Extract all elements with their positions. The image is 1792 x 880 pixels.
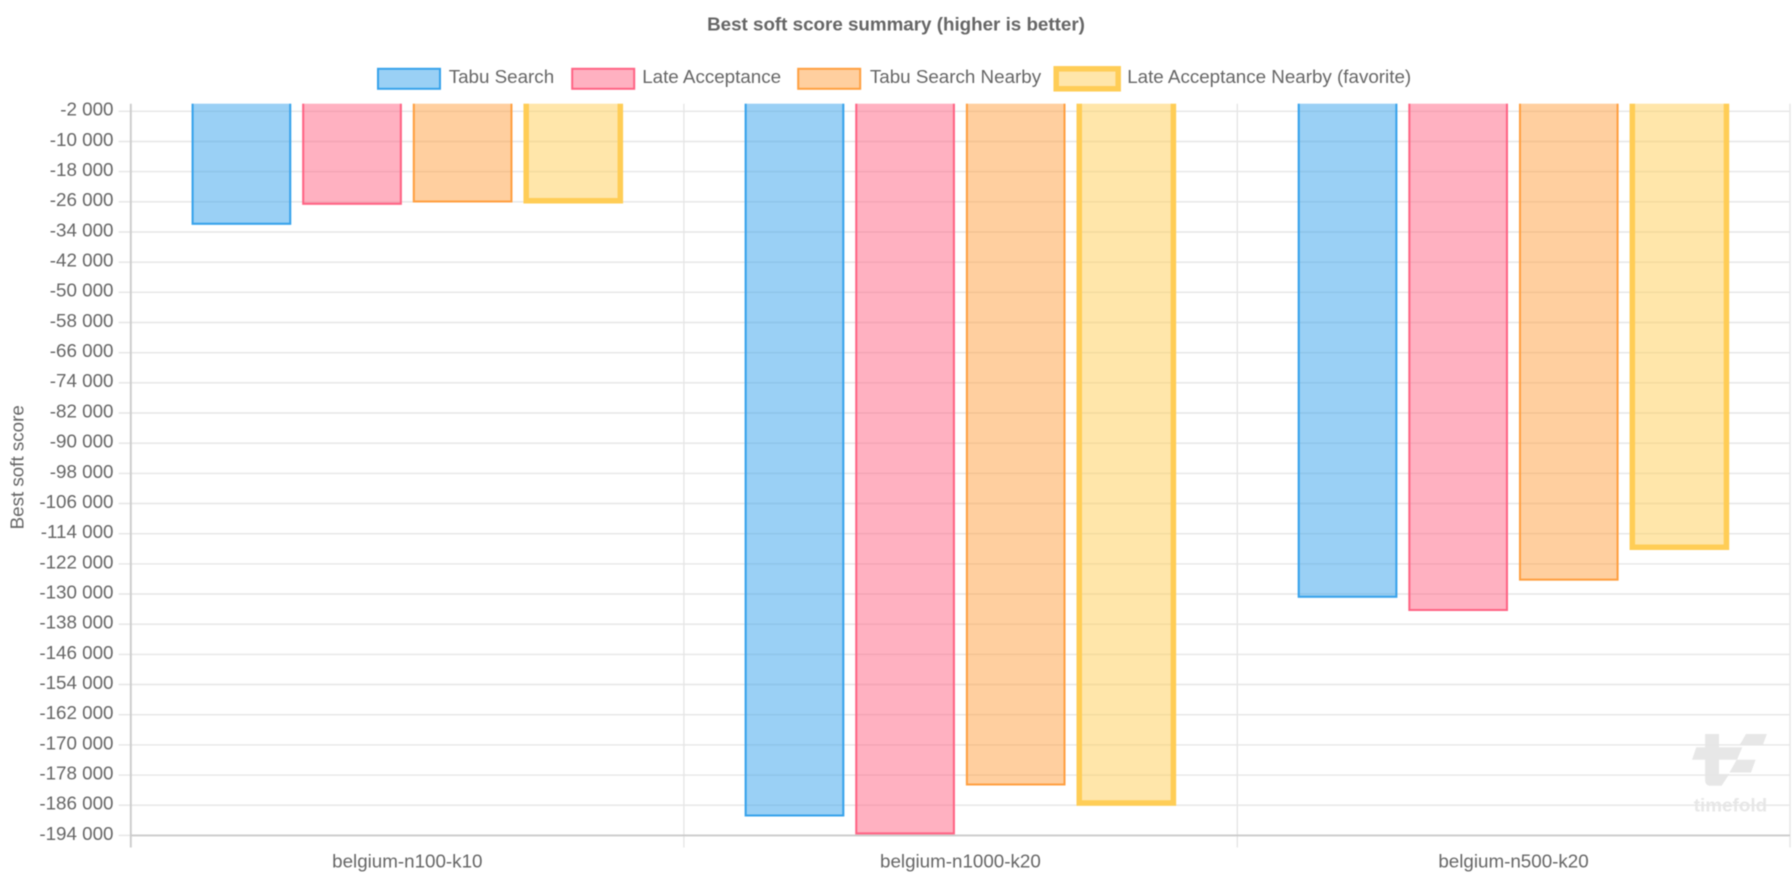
svg-text:-170 000: -170 000 — [39, 732, 113, 753]
svg-text:-18 000: -18 000 — [50, 159, 114, 180]
svg-text:belgium-n1000-k20: belgium-n1000-k20 — [880, 851, 1041, 872]
svg-text:-114 000: -114 000 — [41, 521, 114, 542]
svg-text:-66 000: -66 000 — [50, 340, 114, 361]
svg-text:-34 000: -34 000 — [50, 219, 114, 240]
svg-text:Best soft score summary (highe: Best soft score summary (higher is bette… — [707, 14, 1085, 35]
svg-text:-154 000: -154 000 — [39, 672, 113, 693]
svg-text:-74 000: -74 000 — [50, 370, 114, 391]
svg-text:-130 000: -130 000 — [39, 581, 113, 602]
svg-text:-10 000: -10 000 — [50, 129, 114, 150]
svg-text:-162 000: -162 000 — [39, 702, 113, 723]
svg-text:-194 000: -194 000 — [39, 823, 113, 844]
svg-text:Late Acceptance Nearby (favori: Late Acceptance Nearby (favorite) — [1127, 66, 1411, 87]
svg-text:-42 000: -42 000 — [50, 250, 114, 271]
svg-text:-178 000: -178 000 — [39, 763, 113, 784]
svg-text:-106 000: -106 000 — [39, 491, 113, 512]
svg-text:-26 000: -26 000 — [50, 189, 114, 210]
svg-text:Late Acceptance: Late Acceptance — [642, 66, 781, 87]
svg-text:belgium-n100-k10: belgium-n100-k10 — [332, 851, 482, 872]
svg-text:Tabu Search: Tabu Search — [449, 66, 554, 87]
svg-text:-138 000: -138 000 — [39, 612, 113, 633]
svg-text:-98 000: -98 000 — [50, 461, 114, 482]
svg-text:-58 000: -58 000 — [50, 310, 114, 331]
svg-text:-122 000: -122 000 — [39, 551, 113, 572]
svg-text:-90 000: -90 000 — [50, 431, 114, 452]
svg-text:belgium-n500-k20: belgium-n500-k20 — [1438, 851, 1588, 872]
svg-text:-82 000: -82 000 — [50, 400, 114, 421]
svg-text:Best soft score: Best soft score — [7, 405, 28, 529]
svg-text:-2 000: -2 000 — [60, 99, 113, 120]
svg-text:Tabu Search Nearby: Tabu Search Nearby — [870, 66, 1042, 87]
svg-text:-186 000: -186 000 — [39, 793, 113, 814]
svg-text:-50 000: -50 000 — [50, 280, 114, 301]
svg-text:-146 000: -146 000 — [39, 642, 113, 663]
